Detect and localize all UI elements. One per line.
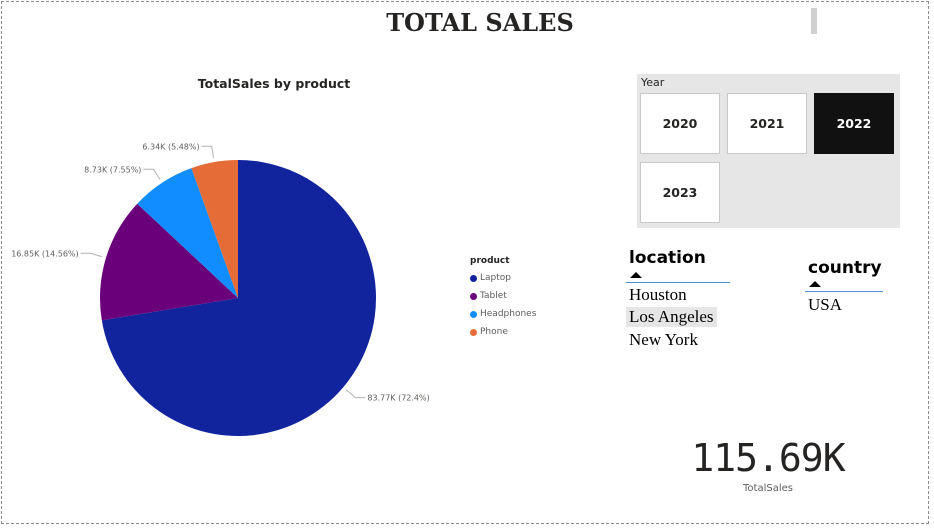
legend-label: Tablet — [480, 291, 507, 301]
page-title: TOTAL SALES — [386, 8, 574, 37]
legend-dot-icon — [470, 328, 477, 336]
data-label-tablet: 16.85K (14.56%) — [11, 249, 78, 258]
chart-title: TotalSales by product — [197, 76, 351, 91]
location-option-los-angeles[interactable]: Los Angeles — [626, 307, 717, 327]
year-slicer: Year 2020 2021 2022 2023 — [637, 74, 900, 228]
location-slicer-title: location — [629, 248, 706, 268]
country-collapse-caret-icon[interactable] — [809, 281, 821, 287]
legend-item-phone[interactable]: Phone — [470, 323, 536, 341]
country-option-usa[interactable]: USA — [808, 295, 843, 314]
location-collapse-caret-icon[interactable] — [630, 272, 642, 278]
country-slicer-title: country — [808, 258, 882, 278]
legend-label: Headphones — [480, 309, 537, 319]
pie-slice-headphones[interactable] — [137, 168, 238, 298]
leader-line-laptop — [345, 389, 366, 399]
leader-line-phone — [201, 145, 215, 159]
legend-label: Laptop — [480, 273, 511, 283]
data-label-laptop: 83.77K (72.4%) — [367, 394, 429, 403]
legend-dot-icon — [470, 292, 477, 300]
year-tile-2023[interactable]: 2023 — [640, 162, 720, 223]
data-label-headphones: 8.73K (7.55%) — [84, 165, 141, 174]
pie-slice-laptop[interactable] — [101, 160, 377, 436]
year-tile-2021[interactable]: 2021 — [727, 93, 807, 154]
legend-dot-icon — [470, 274, 477, 282]
data-label-phone: 6.34K (5.48%) — [142, 142, 199, 151]
pie-slice-phone[interactable] — [191, 160, 238, 298]
legend-item-laptop[interactable]: Laptop — [470, 269, 536, 287]
location-option-new-york[interactable]: New York — [629, 330, 698, 349]
legend-label: Phone — [480, 327, 508, 337]
leader-line-tablet — [80, 252, 103, 258]
location-underline — [626, 282, 730, 283]
country-underline — [805, 291, 883, 292]
year-slicer-label: Year — [641, 76, 665, 89]
pie-slice-tablet[interactable] — [100, 203, 238, 321]
legend-item-headphones[interactable]: Headphones — [470, 305, 536, 323]
kpi-value: 115.69K — [691, 436, 845, 480]
legend-title: product — [470, 256, 510, 266]
location-option-houston[interactable]: Houston — [629, 285, 687, 304]
pie-chart[interactable]: 83.77K (72.4%) 16.85K (14.56%) 8.73K (7.55… — [0, 130, 460, 450]
year-tile-2022[interactable]: 2022 — [814, 93, 894, 154]
chart-legend: product Laptop Tablet Headphones Phone — [470, 256, 536, 341]
divider-mark — [811, 8, 817, 34]
legend-item-tablet[interactable]: Tablet — [470, 287, 536, 305]
kpi-label: TotalSales — [743, 483, 793, 494]
legend-dot-icon — [470, 310, 477, 318]
year-tile-2020[interactable]: 2020 — [640, 93, 720, 154]
leader-line-headphones — [143, 168, 161, 180]
